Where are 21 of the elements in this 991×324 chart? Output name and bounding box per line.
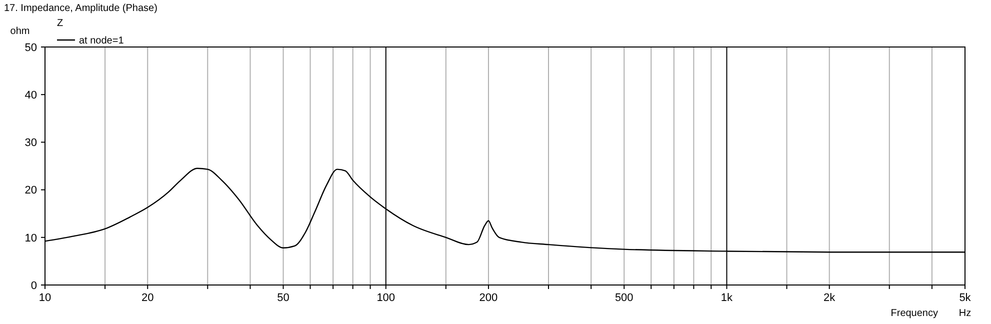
x-tick-label: 2k [824,292,836,304]
y-tick-label: 40 [24,89,37,102]
y-tick-label: 50 [24,42,37,54]
y-tick-label: 20 [24,184,37,197]
y-tick-label: 0 [30,280,37,292]
y-tick-label: 10 [24,232,37,244]
x-tick-label: 10 [38,292,52,304]
x-tick-label: 200 [479,292,498,304]
y-tick-label: 30 [24,137,37,150]
x-tick-label: 500 [614,292,634,304]
x-tick-label: 5k [959,292,972,304]
x-tick-label: 100 [376,292,396,304]
y-axis-title: ohm [10,26,30,37]
text: Z [57,18,64,29]
legend-label: at node=1 [79,36,124,46]
x-axis-title: Frequency [890,308,938,319]
x-tick-label: 50 [277,292,290,304]
x-tick-label: 1k [720,292,734,304]
x-tick-label: 20 [141,292,154,304]
chart-title: 17. Impedance, Amplitude (Phase) [4,3,158,14]
text: Hz [958,308,972,319]
